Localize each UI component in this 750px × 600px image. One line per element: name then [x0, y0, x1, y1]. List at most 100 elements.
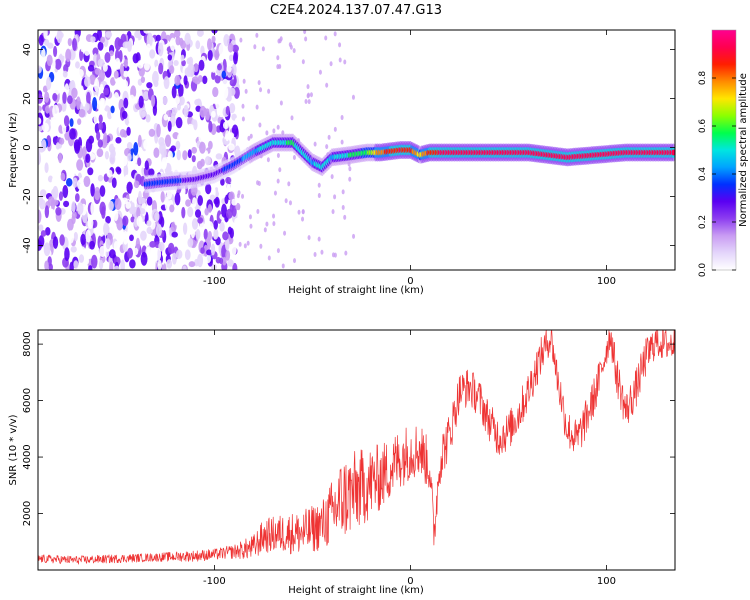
heatmap-speckle	[140, 230, 147, 241]
heatmap-speckle	[187, 206, 194, 218]
heatmap-speckle	[278, 63, 282, 69]
heatmap-speckle	[166, 259, 173, 269]
heatmap-speckle	[77, 202, 84, 215]
heatmap-speckle	[98, 114, 103, 123]
heatmap-speckle	[173, 60, 179, 67]
heatmap-speckle	[304, 36, 308, 42]
heatmap-speckle	[44, 91, 50, 103]
heatmap-speckle	[97, 228, 105, 237]
y-tick-label: 6000	[22, 388, 33, 413]
heatmap-speckle	[73, 231, 78, 242]
heatmap-speckle	[309, 92, 313, 98]
heatmap-speckle	[188, 56, 194, 66]
heatmap-speckle	[352, 233, 356, 239]
colorbar-tick-label: 0.2	[698, 215, 708, 229]
heatmap-speckle	[123, 97, 129, 109]
heatmap-speckle	[98, 162, 106, 175]
heatmap-speckle	[44, 205, 50, 219]
heatmap-speckle	[38, 34, 44, 46]
heatmap-speckle	[119, 63, 125, 77]
heatmap-speckle	[297, 209, 301, 215]
heatmap-speckle	[340, 115, 344, 121]
heatmap-speckle	[121, 79, 129, 89]
heatmap-speckle	[95, 211, 101, 221]
x-tick-label: 0	[407, 276, 413, 287]
heatmap-speckle	[65, 209, 71, 219]
heatmap-speckle	[197, 74, 203, 83]
heatmap-speckle	[174, 214, 180, 226]
heatmap-speckle	[131, 65, 137, 74]
y-tick-label: -20	[22, 188, 33, 204]
heatmap-speckle	[62, 91, 67, 104]
heatmap-speckle	[104, 150, 110, 160]
heatmap-speckle	[276, 248, 280, 254]
heatmap-speckle	[267, 255, 271, 261]
heatmap-speckle	[187, 123, 194, 131]
heatmap-speckle	[123, 70, 129, 78]
heatmap-speckle	[57, 31, 64, 39]
heatmap-speckle	[187, 162, 192, 170]
heatmap-speckle	[62, 70, 68, 78]
heatmap-speckle	[149, 49, 156, 59]
heatmap-speckle	[180, 54, 185, 62]
heatmap-speckle	[130, 188, 136, 203]
heatmap-speckle	[306, 84, 310, 90]
heatmap-speckle	[276, 178, 280, 184]
heatmap-speckle	[249, 133, 253, 139]
heatmap-speckle	[92, 97, 98, 112]
heatmap-speckle	[122, 231, 129, 245]
heatmap-speckle	[110, 149, 116, 158]
heatmap-speckle	[183, 75, 188, 86]
heatmap-speckle	[157, 259, 162, 270]
heatmap-speckle	[267, 88, 271, 94]
heatmap-speckle	[248, 214, 252, 220]
heatmap-speckle	[65, 178, 73, 187]
heatmap-speckle	[184, 249, 191, 261]
heatmap-speckle	[44, 162, 49, 174]
heatmap-speckle	[60, 172, 66, 181]
heatmap-speckle	[129, 94, 135, 103]
heatmap-speckle	[127, 247, 133, 259]
heatmap-speckle	[292, 48, 296, 54]
heatmap-speckle	[234, 30, 240, 42]
heatmap-speckle	[113, 92, 120, 106]
heatmap-speckle	[221, 85, 229, 99]
heatmap-speckle	[164, 134, 172, 147]
heatmap-speckle	[103, 132, 108, 146]
heatmap-speckle	[156, 123, 161, 138]
heatmap-speckle	[197, 253, 204, 268]
heatmap-cells	[38, 30, 675, 270]
heatmap-speckle	[181, 59, 186, 67]
x-tick-label: 100	[597, 276, 616, 287]
heatmap-speckle	[293, 258, 297, 264]
heatmap-speckle	[100, 196, 106, 204]
heatmap-speckle	[64, 83, 70, 95]
heatmap-speckle	[90, 183, 95, 197]
heatmap-speckle	[45, 226, 51, 236]
heatmap-speckle	[182, 222, 188, 235]
heatmap-speckle	[97, 122, 104, 130]
heatmap-speckle	[89, 240, 95, 250]
heatmap-speckle	[157, 95, 163, 107]
heatmap-speckle	[210, 63, 217, 73]
heatmap-speckle	[195, 40, 201, 50]
heatmap-speckle	[69, 118, 74, 127]
heatmap-speckle	[226, 64, 232, 73]
heatmap-speckle	[93, 78, 100, 93]
heatmap-speckle	[132, 53, 139, 64]
heatmap-speckle	[38, 151, 41, 165]
heatmap-speckle	[65, 30, 73, 39]
heatmap-speckle	[127, 40, 132, 53]
heatmap-speckle	[237, 205, 241, 211]
heatmap-speckle	[99, 83, 104, 94]
heatmap-speckle	[104, 105, 110, 112]
colorbar-tick-label: 0.4	[698, 167, 708, 182]
heatmap-speckle	[249, 223, 253, 229]
heatmap-speckle	[231, 44, 239, 53]
heatmap-speckle	[177, 259, 184, 268]
heatmap-speckle	[85, 153, 91, 164]
heatmap-speckle	[143, 139, 149, 150]
heatmap-speckle	[97, 41, 104, 51]
heatmap-speckle	[219, 257, 224, 265]
